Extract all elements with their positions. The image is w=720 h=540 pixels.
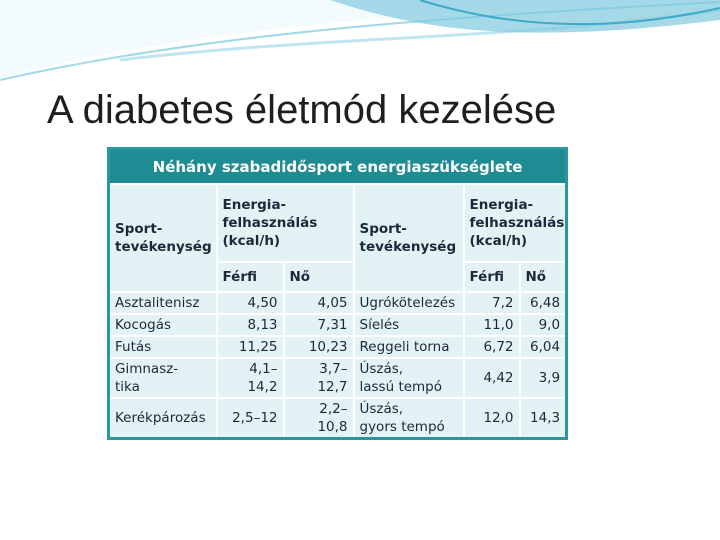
table-title-row: Néhány szabadidősport energiaszükséglete xyxy=(108,148,567,184)
wave xyxy=(419,0,720,26)
header-row: Sport- tevékenység Energia- felhasználás … xyxy=(107,183,568,293)
value-cell: 11,25 xyxy=(215,335,285,359)
wave xyxy=(330,0,720,33)
slide-title: A diabetes életmód kezelése xyxy=(47,88,557,132)
subheader-row: Férfi Nő Férfi Nő xyxy=(109,261,568,293)
header-gender: Nő xyxy=(282,261,355,293)
sport-cell: Úszás, lassú tempó xyxy=(352,357,465,399)
sport-cell: Kocogás xyxy=(107,313,218,337)
data-row: Futás 11,25 10,23 Reggeli torna 6,72 6,04 xyxy=(107,335,568,359)
header-energy: Energia- felhasználás (kcal/h) xyxy=(215,183,355,263)
value-cell: 8,13 xyxy=(215,313,285,337)
value-cell: 14,3 xyxy=(518,397,568,440)
value-cell: 10,23 xyxy=(282,335,355,359)
value-cell: 6,72 xyxy=(462,335,521,359)
sport-cell: Asztalitenisz xyxy=(107,291,218,315)
value-cell: 4,42 xyxy=(462,357,521,399)
sport-cell: Síelés xyxy=(352,313,465,337)
value-cell: 6,04 xyxy=(518,335,568,359)
energy-table: Néhány szabadidősport energiaszükséglete… xyxy=(107,147,569,440)
value-cell: 7,31 xyxy=(282,313,355,337)
value-cell: 11,0 xyxy=(462,313,521,337)
sport-cell: Futás xyxy=(107,335,218,359)
header-gender: Nő xyxy=(518,261,568,293)
value-cell: 7,2 xyxy=(462,291,521,315)
table-body: Néhány szabadidősport energiaszükséglete… xyxy=(107,148,568,440)
header-sport: Sport- tevékenység xyxy=(107,183,218,293)
value-cell: 4,1–14,2 xyxy=(215,357,285,399)
header-sport: Sport- tevékenység xyxy=(352,183,465,293)
data-row: Kocogás 8,13 7,31 Síelés 11,0 9,0 xyxy=(107,313,568,337)
value-cell: 2,5–12 xyxy=(215,397,285,440)
sport-cell: Reggeli torna xyxy=(352,335,465,359)
wave xyxy=(0,0,720,78)
data-row: Asztalitenisz 4,50 4,05 Ugrókötelezés 7,2 6,4… xyxy=(107,291,568,315)
data-row: Kerékpározás 2,5–12 2,2–10,8 Úszás, gyors t… xyxy=(107,397,568,440)
value-cell: 12,0 xyxy=(462,397,521,440)
header-gender: Férfi xyxy=(215,261,285,293)
value-cell: 6,48 xyxy=(518,291,568,315)
value-cell: 2,2–10,8 xyxy=(282,397,355,440)
decoration xyxy=(0,0,720,81)
value-cell: 3,9 xyxy=(518,357,568,399)
sport-cell: Gimnasz- tika xyxy=(107,357,218,399)
value-cell: 4,05 xyxy=(282,291,355,315)
sport-cell: Ugrókötelezés xyxy=(352,291,465,315)
value-cell: 3,7–12,7 xyxy=(282,357,355,399)
table-title: Néhány szabadidősport energiaszükséglete xyxy=(108,148,567,184)
data-row: Gimnasz- tika 4,1–14,2 3,7–12,7 Úszás, lass… xyxy=(107,357,568,399)
header-gender: Férfi xyxy=(462,261,521,293)
value-cell: 4,50 xyxy=(215,291,285,315)
header-energy: Energia- felhasználás (kcal/h) xyxy=(462,183,568,263)
sport-cell: Kerékpározás xyxy=(107,397,218,440)
value-cell: 9,0 xyxy=(518,313,568,337)
sport-cell: Úszás, gyors tempó xyxy=(352,397,465,440)
